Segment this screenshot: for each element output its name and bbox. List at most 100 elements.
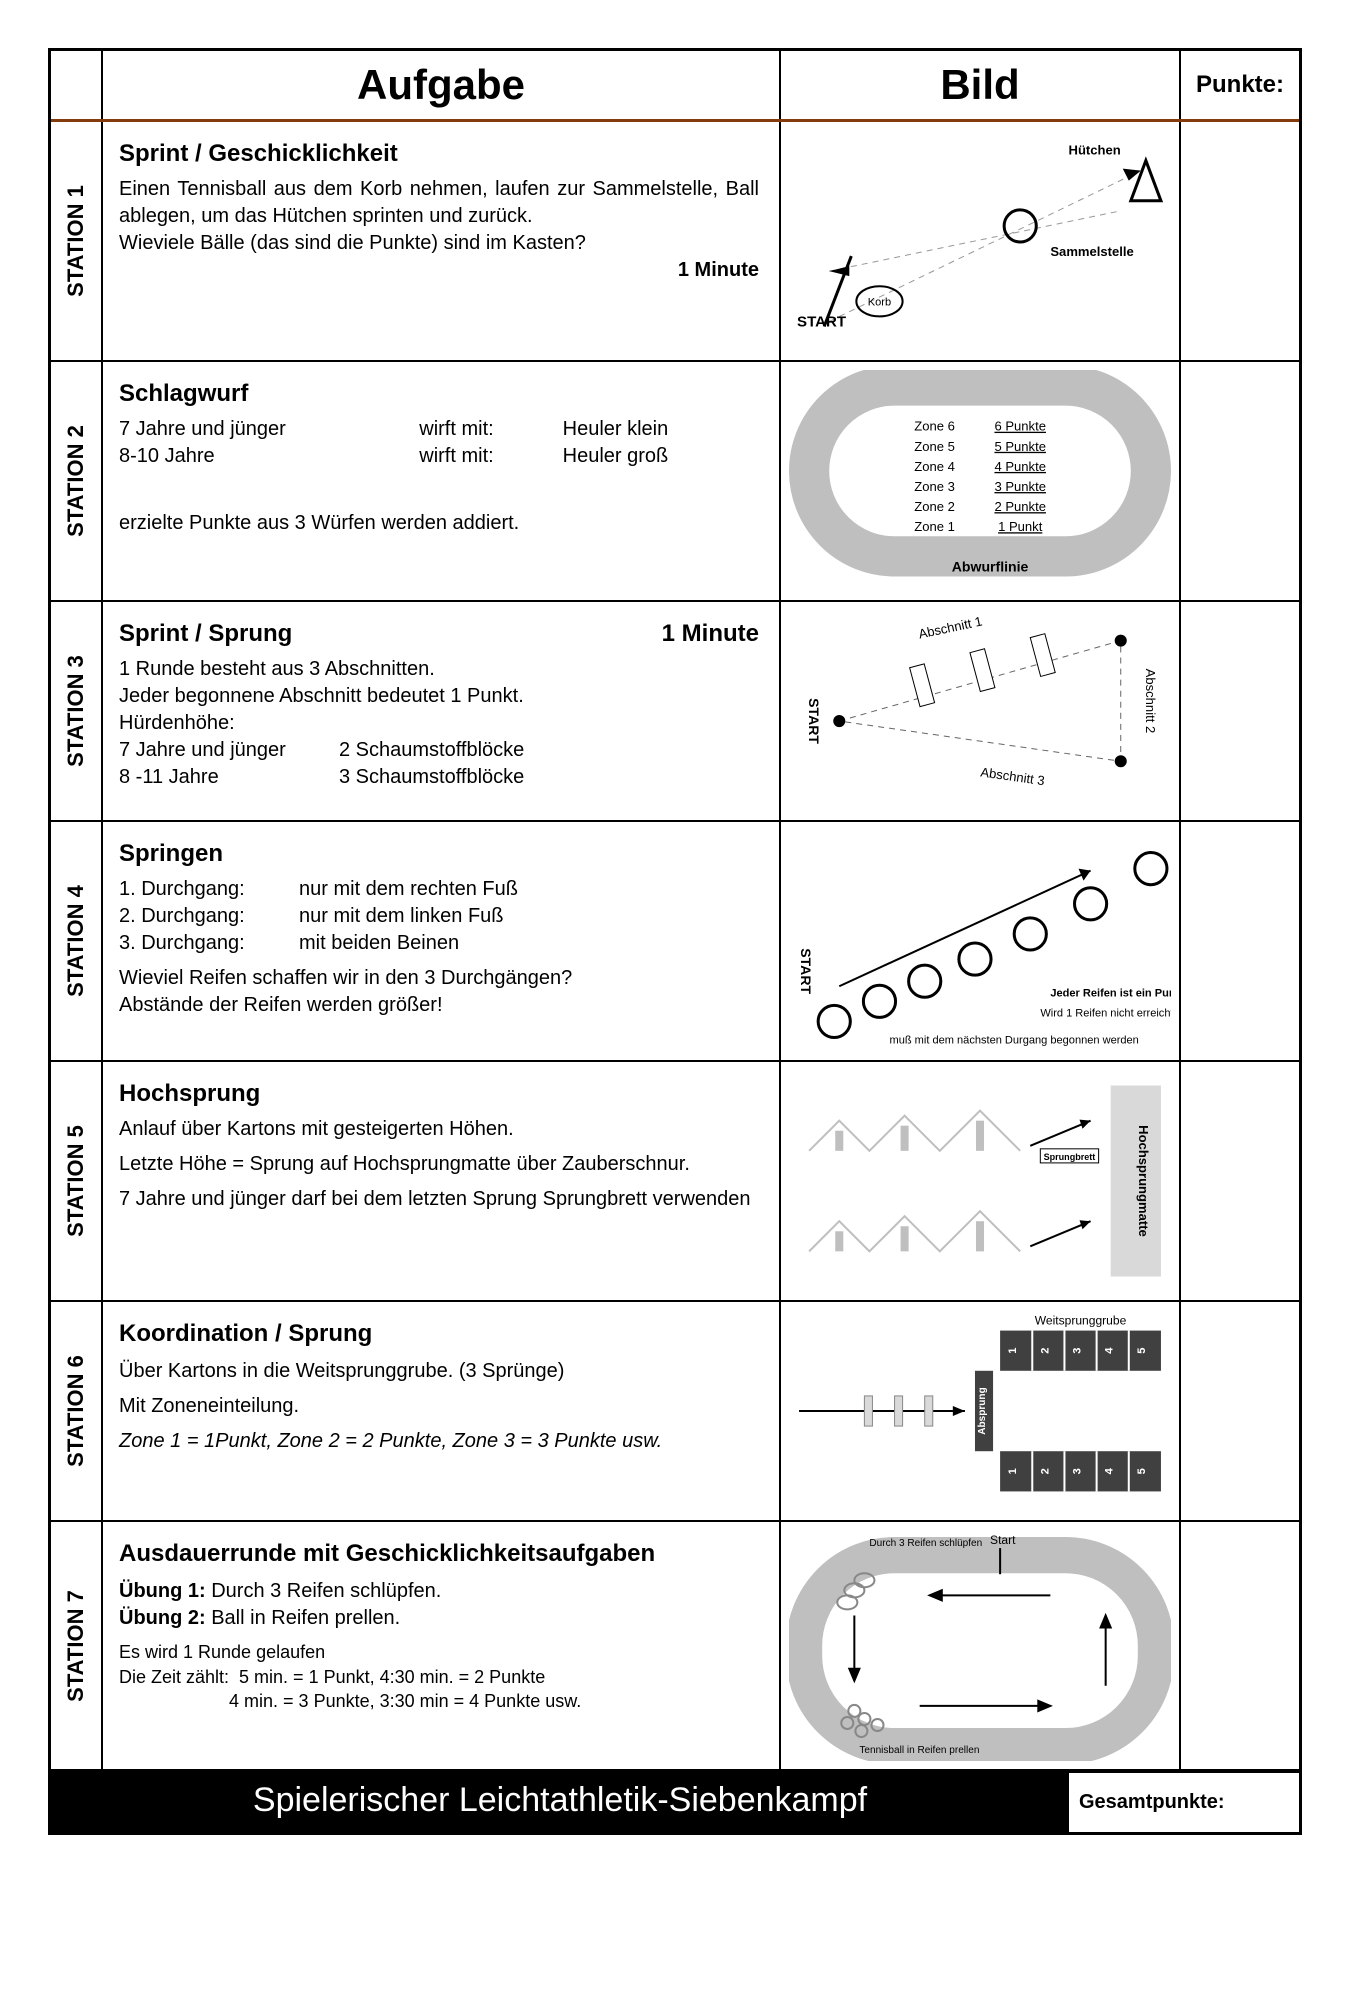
s1-huetchen-label: Hütchen <box>1069 143 1121 158</box>
footer-title: Spielerischer Leichtathletik-Siebenkampf <box>51 1773 1069 1832</box>
s3-r10: 8 -11 Jahre <box>119 764 339 791</box>
s6-grube: Weitsprunggrube <box>1035 1314 1127 1328</box>
s2-r02: Heuler klein <box>563 416 759 443</box>
station-7-label: STATION 7 <box>63 1590 89 1702</box>
s5-brett: Sprungbrett <box>1044 1152 1096 1162</box>
header-punkte: Punkte: <box>1181 51 1299 119</box>
dot-icon <box>1115 755 1127 767</box>
s3-title-text: Sprint / Sprung <box>119 620 292 647</box>
station-6-row: STATION 6 Koordination / Sprung Über Kar… <box>51 1302 1299 1522</box>
s6-zt1: 1 <box>1007 1348 1019 1354</box>
s6-line2: Mit Zoneneinteilung. <box>119 1393 759 1420</box>
station-4-footer: Abstände der Reifen werden größer! <box>119 992 759 1019</box>
s3-a2: Abschnitt 2 <box>1143 669 1158 734</box>
station-5-task: Hochsprung Anlauf über Kartons mit geste… <box>103 1062 781 1300</box>
arrow-icon <box>1080 1120 1091 1129</box>
s7-ex1-label: Übung 1: <box>119 1580 206 1602</box>
station-2-points[interactable] <box>1181 362 1299 600</box>
cone-icon <box>1131 161 1161 201</box>
s6-zb5: 5 <box>1136 1468 1148 1474</box>
s2-r10: 8-10 Jahre <box>119 443 419 470</box>
s3-time: 1 Minute <box>662 618 759 650</box>
station-5-label-col: STATION 5 <box>51 1062 103 1300</box>
s6-zb4: 4 <box>1104 1467 1116 1474</box>
station-4-points[interactable] <box>1181 822 1299 1060</box>
arrow-icon <box>953 1406 965 1416</box>
s2-z3p: 3 Punkte <box>994 479 1045 494</box>
track-icon <box>809 386 1151 557</box>
s7-start: Start <box>990 1533 1016 1547</box>
station-5-points[interactable] <box>1181 1062 1299 1300</box>
footer-row: Spielerischer Leichtathletik-Siebenkampf… <box>51 1771 1299 1832</box>
dot-icon <box>833 715 845 727</box>
station-1-time: 1 Minute <box>119 257 759 284</box>
s1-korb-label: Korb <box>868 296 891 308</box>
station-1-body: Einen Tennisball aus dem Korb nehmen, la… <box>119 176 759 230</box>
s3-start: START <box>806 698 822 744</box>
station-7-points[interactable] <box>1181 1522 1299 1769</box>
station-1-row: STATION 1 Sprint / Geschicklichkeit Eine… <box>51 122 1299 362</box>
s2-r00: 7 Jahre und jünger <box>119 416 419 443</box>
footer-total[interactable]: Gesamtpunkte: <box>1069 1773 1299 1832</box>
station-2-row: STATION 2 Schlagwurf 7 Jahre und jüngerw… <box>51 362 1299 602</box>
station-4-row: STATION 4 Springen 1. Durchgang:nur mit … <box>51 822 1299 1062</box>
s4-r21: mit beiden Beinen <box>299 930 759 957</box>
s2-z6p: 6 Punkte <box>994 419 1045 434</box>
s7-reifen: Durch 3 Reifen schlüpfen <box>869 1538 982 1549</box>
s5-line2: Letzte Höhe = Sprung auf Hochsprungmatte… <box>119 1151 759 1178</box>
station-5-diagram: Hochsprungmatte Sprungbrett <box>781 1062 1181 1300</box>
station-1-label-col: STATION 1 <box>51 122 103 360</box>
arrow-line <box>839 871 1090 987</box>
station-1-points[interactable] <box>1181 122 1299 360</box>
s7-ex2: Übung 2: Ball in Reifen prellen. <box>119 1605 759 1632</box>
dot-icon <box>1115 635 1127 647</box>
header-spacer <box>51 51 103 119</box>
station-7-diagram: Start Durch 3 Reifen schlüpfen Tennisbal… <box>781 1522 1181 1769</box>
station-2-title: Schlagwurf <box>119 378 759 410</box>
s7-ex2-text: Ball in Reifen prellen. <box>211 1607 400 1629</box>
s1-sammel-label: Sammelstelle <box>1050 244 1133 259</box>
s4-r00: 1. Durchgang: <box>119 876 299 903</box>
s2-z4l: Zone 4 <box>914 459 955 474</box>
s6-scoring: Zone 1 = 1Punkt, Zone 2 = 2 Punkte, Zone… <box>119 1428 759 1455</box>
hurdle-icon <box>910 664 935 707</box>
hurdle-icon <box>970 649 995 692</box>
s2-z1p: 1 Punkt <box>998 519 1043 534</box>
s3-r01: 2 Schaumstoffblöcke <box>339 737 759 764</box>
s7-ex1: Übung 1: Durch 3 Reifen schlüpfen. <box>119 1578 759 1605</box>
station-4-title: Springen <box>119 838 759 870</box>
station-6-title: Koordination / Sprung <box>119 1318 759 1350</box>
station-7-task: Ausdauerrunde mit Geschicklichkeitsaufga… <box>103 1522 781 1769</box>
s4-note3: muß mit dem nächsten Durgang begonnen we… <box>890 1035 1139 1047</box>
station-4-question: Wieviel Reifen schaffen wir in den 3 Dur… <box>119 965 759 992</box>
arrow-icon <box>1080 1220 1091 1229</box>
s2-z3l: Zone 3 <box>914 479 955 494</box>
s5-matte: Hochsprungmatte <box>1136 1125 1151 1237</box>
station-3-label-col: STATION 3 <box>51 602 103 820</box>
s4-start: START <box>798 948 814 994</box>
s6-zb1: 1 <box>1007 1468 1019 1474</box>
station-7-label-col: STATION 7 <box>51 1522 103 1769</box>
s7-body: Es wird 1 Runde gelaufen <box>119 1640 759 1664</box>
station-6-points[interactable] <box>1181 1302 1299 1520</box>
station-6-label-col: STATION 6 <box>51 1302 103 1520</box>
station-2-footer: erzielte Punkte aus 3 Würfen werden addi… <box>119 510 759 537</box>
s5-line1: Anlauf über Kartons mit gesteigerten Höh… <box>119 1116 759 1143</box>
hurdle-icon <box>1030 634 1055 677</box>
header-row: Aufgabe Bild Punkte: <box>51 51 1299 122</box>
station-3-task: Sprint / Sprung1 Minute 1 Runde besteht … <box>103 602 781 820</box>
station-3-diagram: Abschnitt 1 Abschnitt 2 Abschnitt 3 STAR… <box>781 602 1181 820</box>
s3-a3: Abschnitt 3 <box>980 764 1046 788</box>
s2-z4p: 4 Punkte <box>994 459 1045 474</box>
s2-r11: wirft mit: <box>419 443 562 470</box>
worksheet: Aufgabe Bild Punkte: STATION 1 Sprint / … <box>48 48 1302 1835</box>
station-3-points[interactable] <box>1181 602 1299 820</box>
station-2-label: STATION 2 <box>63 425 89 537</box>
station-2-diagram: Zone 66 Punkte Zone 55 Punkte Zone 44 Pu… <box>781 362 1181 600</box>
s2-abwurf: Abwurflinie <box>952 558 1029 574</box>
s3-a1: Abschnitt 1 <box>917 613 983 641</box>
station-4-label: STATION 4 <box>63 885 89 997</box>
s7-prellen: Tennisball in Reifen prellen <box>859 1745 979 1756</box>
station-3-row: STATION 3 Sprint / Sprung1 Minute 1 Rund… <box>51 602 1299 822</box>
station-6-task: Koordination / Sprung Über Kartons in di… <box>103 1302 781 1520</box>
